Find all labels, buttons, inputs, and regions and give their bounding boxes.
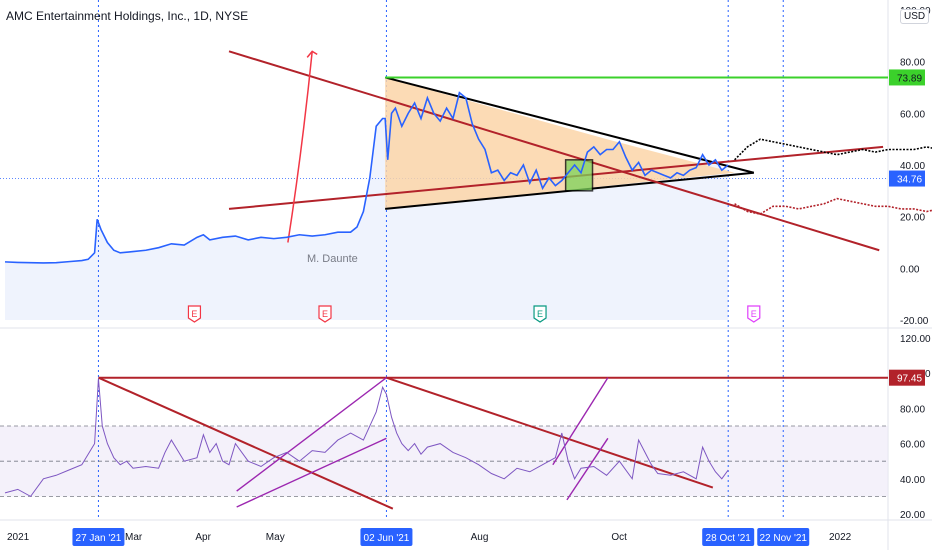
date-marker-bg (702, 528, 755, 546)
date-marker-label: 22 Nov '21 (759, 533, 807, 544)
price-line (4, 91, 729, 264)
breakout-box (564, 159, 594, 192)
series-layer (4, 91, 729, 498)
price-tick-label: -20.00 (900, 316, 929, 327)
price-axis[interactable]: 100.0080.0060.0040.0020.000.00-20.00120.… (889, 6, 931, 521)
price-tick-label: 0.00 (900, 264, 920, 275)
price-area-layer (5, 92, 729, 321)
watermark-text: M. Daunte (307, 253, 358, 265)
time-tick-label: May (266, 532, 285, 543)
rsi-label-badge-bg (889, 369, 925, 386)
rsi-falling-line-2 (386, 376, 714, 489)
time-tick-label: Mar (125, 532, 143, 543)
earnings-marker (318, 305, 332, 323)
currency-label: USD (904, 11, 926, 22)
rsi-channel-up-2 (236, 437, 387, 508)
date-marker-label: 28 Oct '21 (706, 533, 752, 544)
price-label-badge: 34.76 (897, 175, 922, 186)
earnings-marker (747, 305, 761, 323)
rsi-falling-line-1 (98, 376, 394, 510)
rsi-channel-up-1 (236, 377, 387, 492)
time-tick-label: 2021 (7, 532, 30, 543)
time-tick-label: Aug (471, 532, 489, 543)
price-tick-label: 40.00 (900, 161, 925, 172)
rising-trendline (228, 145, 884, 210)
date-marker-bg (757, 528, 810, 546)
bear-projection (734, 197, 932, 215)
price-label-badge-bg (889, 170, 925, 187)
rsi-channel-up-4 (566, 437, 609, 501)
earnings-label: E (322, 309, 328, 319)
time-axis[interactable]: 2021MarAprMayAugOct2022MarApr27 Jan '210… (7, 528, 932, 546)
earnings-marker (187, 305, 202, 323)
date-marker-bg (72, 528, 125, 546)
breakout-arrowhead (306, 50, 318, 58)
rsi-tick-label: 60.00 (900, 440, 925, 451)
currency-badge[interactable]: USD (900, 9, 930, 24)
date-marker-bg (360, 528, 413, 546)
rsi-line (4, 378, 729, 498)
price-tick-label: 60.00 (900, 109, 925, 120)
rsi-tick-label: 40.00 (900, 475, 925, 486)
earnings-label: E (191, 309, 197, 319)
price-tick-label: 20.00 (900, 213, 925, 224)
date-marker-label: 02 Jun '21 (364, 533, 410, 544)
time-tick-label: Apr (195, 532, 211, 543)
price-label-badge: 73.89 (897, 73, 922, 84)
rsi-tick-label: 80.00 (900, 404, 925, 415)
earnings-marker (533, 305, 547, 323)
rsi-tick-label: 20.00 (900, 510, 925, 521)
drawing-layer[interactable] (98, 41, 932, 510)
rsi-label-badge: 97.45 (897, 374, 922, 385)
time-tick-label: 2022 (829, 532, 852, 543)
rsi-guide-lines (0, 425, 888, 497)
price-area (5, 92, 729, 321)
rsi-tick-label: 120.00 (900, 334, 931, 345)
price-tick-label: 80.00 (900, 58, 925, 69)
triangle-pattern (385, 77, 735, 209)
earnings-label: E (751, 309, 757, 319)
price-label-badge-bg (889, 69, 925, 86)
chart-title: AMC Entertainment Holdings, Inc., 1D, NY… (6, 9, 249, 23)
breakout-arrow (287, 51, 313, 243)
rsi-channel-up-3 (552, 377, 609, 466)
triangle-upper-edge (384, 76, 755, 174)
earnings-label: E (537, 309, 543, 319)
time-tick-label: Oct (611, 532, 627, 543)
bull-projection (734, 138, 932, 161)
date-marker-label: 27 Jan '21 (76, 533, 122, 544)
falling-trendline (228, 50, 880, 252)
